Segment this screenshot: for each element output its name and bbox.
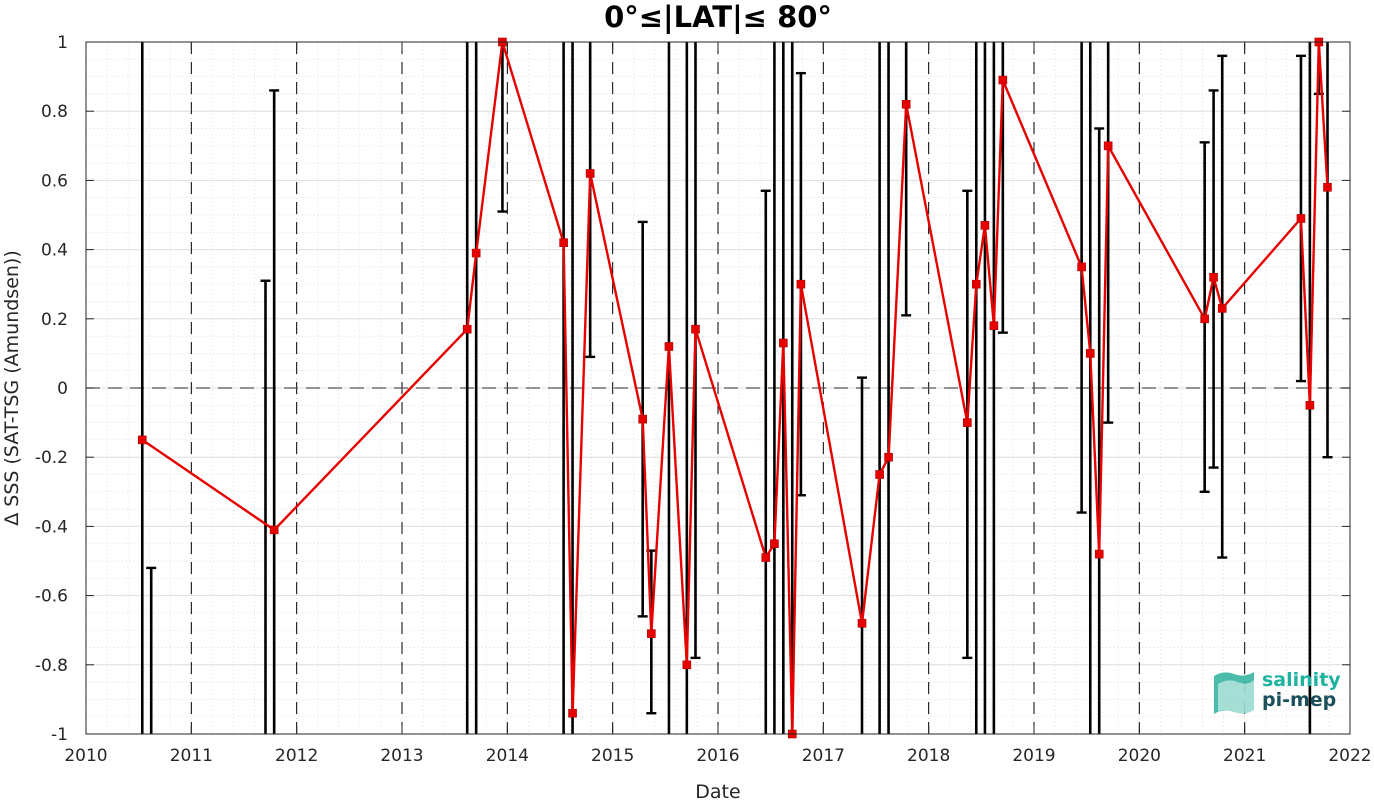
chart-title: 0°≤|LAT|≤ 80° (604, 0, 832, 34)
x-tick-label: 2022 (1328, 746, 1371, 766)
data-point-marker (559, 238, 568, 247)
x-tick-label: 2020 (1118, 746, 1161, 766)
logo-text-salinity: salinity (1262, 669, 1341, 691)
plot-frame (85, 41, 1351, 735)
y-tick-label: 0.4 (41, 241, 68, 261)
x-tick-label: 2017 (802, 746, 845, 766)
data-point-marker (1209, 272, 1218, 282)
series-line (141, 42, 1329, 734)
data-point-marker (875, 470, 884, 479)
y-tick-label: -0.6 (35, 587, 68, 607)
y-tick-label: -0.2 (35, 448, 68, 468)
x-tick-labels: 2010 2011 2012 2013 2014 2015 2016 2017 2018 2019… (64, 746, 1371, 766)
data-point-marker (585, 169, 595, 178)
salinity-pi-mep-logo: salinity pi-mep (1214, 669, 1341, 714)
data-point-marker (647, 629, 656, 638)
y-tick-label: 0.8 (41, 102, 68, 122)
data-point-marker (1085, 349, 1095, 358)
x-tick-label: 2012 (275, 746, 318, 766)
x-tick-label: 2019 (1012, 746, 1055, 766)
data-point-marker (1305, 400, 1315, 410)
data-point-marker (269, 525, 279, 535)
data-point-marker (1094, 549, 1104, 559)
data-point-marker (857, 618, 867, 628)
data-point-marker (1103, 141, 1113, 151)
logo-text-pi-mep: pi-mep (1262, 689, 1336, 711)
data-point-marker (1217, 304, 1227, 313)
x-axis-label: Date (695, 781, 740, 801)
data-point-marker (1323, 183, 1332, 192)
data-point-marker (568, 708, 577, 718)
y-tick-label: -0.8 (35, 656, 68, 676)
x-tick-label: 2014 (486, 746, 529, 766)
data-point-marker (998, 75, 1008, 85)
y-tick-labels: -1 -0.8 -0.6 -0.4 -0.2 0 0.2 0.4 0.6 0.8 1 (35, 33, 68, 745)
data-point-marker (1077, 262, 1086, 272)
data-point-marker (691, 324, 700, 334)
data-point-marker (796, 279, 806, 289)
data-point-marker (884, 452, 893, 462)
x-tick-label: 2013 (380, 746, 423, 766)
y-tick-label: -1 (51, 725, 68, 745)
data-point-marker (471, 248, 481, 258)
data-point-marker (761, 553, 771, 562)
data-point-marker (638, 414, 647, 424)
x-tick-label: 2011 (170, 746, 213, 766)
data-point-marker (779, 338, 788, 348)
data-point-marker (770, 539, 779, 549)
data-point-marker (971, 279, 981, 289)
y-tick-label: 1 (57, 33, 68, 53)
series-polyline (141, 42, 1329, 734)
data-point-marker (664, 342, 674, 351)
y-tick-label: 0.6 (41, 171, 68, 191)
data-point-marker (682, 660, 692, 670)
x-tick-label: 2021 (1223, 746, 1266, 766)
data-point-marker (901, 99, 911, 109)
x-tick-label: 2016 (696, 746, 739, 766)
x-tick-label: 2018 (907, 746, 950, 766)
x-tick-label: 2015 (591, 746, 634, 766)
y-tick-label: -0.4 (35, 517, 68, 537)
data-point-marker (1296, 214, 1306, 223)
y-tick-label: 0 (57, 379, 68, 399)
data-point-marker (963, 418, 972, 427)
data-point-marker (989, 321, 999, 331)
data-point-marker (137, 435, 147, 445)
y-tick-label: 0.2 (41, 310, 68, 330)
logo-wave-mark-shade-icon (1218, 680, 1254, 714)
y-axis-label: Δ SSS (SAT-TSG (Amundsen)) (1, 250, 23, 526)
data-point-marker (462, 324, 472, 334)
x-tick-label: 2010 (64, 746, 107, 766)
data-point-marker (980, 221, 990, 230)
data-point-marker (1200, 314, 1209, 324)
